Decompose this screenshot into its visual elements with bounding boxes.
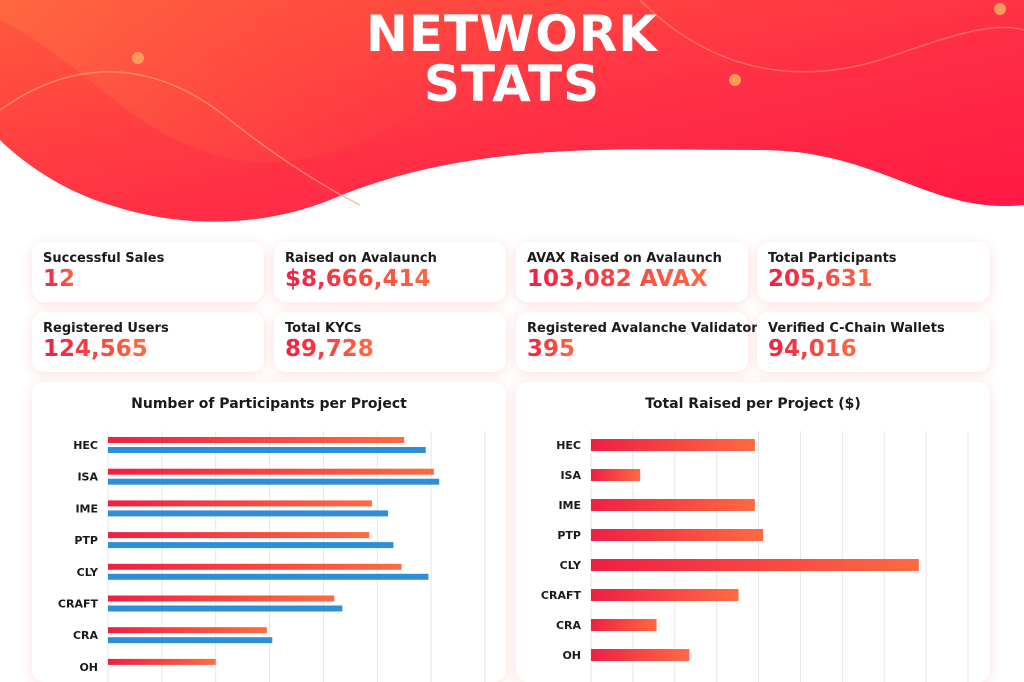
category-label-cra: CRA [73, 629, 99, 642]
bar-cly-series-2 [108, 573, 429, 580]
category-label-cra: CRA [556, 619, 582, 632]
category-label-craft: CRAFT [541, 589, 582, 602]
bar-ime-series-1 [591, 499, 755, 511]
stat-card-registered-users: Registered Users 124,565 [32, 312, 264, 372]
stat-value: 89,728 [285, 336, 374, 362]
bar-isa-series-1 [591, 469, 641, 481]
bar-cra-series-2 [108, 637, 273, 644]
bar-craft-series-2 [108, 605, 343, 612]
stat-value: 205,631 [768, 266, 873, 292]
category-label-ime: IME [558, 499, 581, 512]
category-label-hec: HEC [556, 439, 581, 452]
category-label-oh: OH [79, 661, 98, 674]
stat-card-avax-raised: AVAX Raised on Avalaunch 103,082 AVAX [516, 242, 748, 302]
stat-value: $8,666,414 [285, 266, 431, 292]
category-label-hec: HEC [73, 439, 98, 452]
bar-ime-series-1 [108, 500, 372, 507]
bar-craft-series-1 [591, 589, 739, 601]
category-label-ptp: PTP [74, 534, 98, 547]
decor-dot [994, 3, 1006, 15]
bar-isa-series-2 [108, 478, 440, 485]
bar-oh-series-1 [108, 658, 216, 665]
category-label-oh: OH [562, 649, 581, 662]
stat-label: Raised on Avalaunch [285, 251, 437, 266]
hero-banner: NETWORK STATS [0, 0, 1024, 230]
stat-label: Successful Sales [43, 251, 165, 266]
stat-card-total-kycs: Total KYCs 89,728 [274, 312, 506, 372]
category-label-isa: ISA [77, 471, 98, 484]
bar-oh-series-1 [591, 649, 690, 661]
stat-card-raised: Raised on Avalaunch $8,666,414 [274, 242, 506, 302]
bar-cly-series-1 [108, 563, 402, 570]
category-label-ime: IME [75, 502, 98, 515]
stat-card-successful-sales: Successful Sales 12 [32, 242, 264, 302]
stat-label: Total Participants [768, 251, 897, 266]
bar-craft-series-1 [108, 595, 335, 602]
bar-ime-series-2 [108, 510, 389, 517]
decor-dot [729, 74, 741, 86]
bar-cly-series-1 [591, 559, 919, 571]
decor-dot [132, 52, 144, 64]
page-title-line1: NETWORK [365, 5, 658, 63]
stat-label: AVAX Raised on Avalaunch [527, 251, 722, 266]
stat-label: Registered Avalanche Validators [527, 321, 766, 336]
bar-ptp-series-1 [591, 529, 764, 541]
stat-value: 103,082 AVAX [527, 266, 708, 292]
hero-wave-background [0, 0, 1024, 222]
stat-card-wallets: Verified C-Chain Wallets 94,016 [757, 312, 990, 372]
raised-bar-chart: HEC ISA IME PTP CLY CRAFT CRA OH [541, 431, 969, 682]
stat-value: 395 [527, 336, 576, 362]
bar-cra-series-1 [591, 619, 657, 631]
stat-card-total-participants: Total Participants 205,631 [757, 242, 990, 302]
category-label-ptp: PTP [557, 529, 581, 542]
bar-hec-series-1 [591, 439, 755, 451]
bar-ptp-series-2 [108, 542, 394, 549]
bar-isa-series-1 [108, 468, 434, 475]
stat-value: 12 [43, 266, 76, 292]
stat-label: Verified C-Chain Wallets [768, 321, 945, 336]
chart-title: Number of Participants per Project [131, 396, 407, 412]
bar-hec-series-2 [108, 447, 426, 453]
page-title-line2: STATS [423, 55, 601, 113]
chart-card-raised: Total Raised per Project ($) HEC ISA IME PT… [516, 382, 990, 682]
stat-card-validators: Registered Avalanche Validators 395 [516, 312, 765, 372]
bar-cra-series-1 [108, 627, 267, 634]
stat-value: 94,016 [768, 336, 857, 362]
stat-label: Total KYCs [285, 321, 362, 336]
participants-bar-chart: HEC ISA IME PTP CLY CRAFT CRA OH [58, 431, 486, 682]
bar-ptp-series-1 [108, 532, 370, 539]
chart-title: Total Raised per Project ($) [645, 396, 861, 412]
category-label-craft: CRAFT [58, 598, 99, 611]
category-label-cly: CLY [77, 566, 99, 579]
chart-card-participants: Number of Participants per Project HEC IS… [32, 382, 506, 682]
stat-label: Registered Users [43, 321, 169, 336]
category-label-cly: CLY [560, 559, 582, 572]
bar-hec-series-1 [108, 437, 405, 443]
category-label-isa: ISA [560, 469, 581, 482]
stat-value: 124,565 [43, 336, 148, 362]
